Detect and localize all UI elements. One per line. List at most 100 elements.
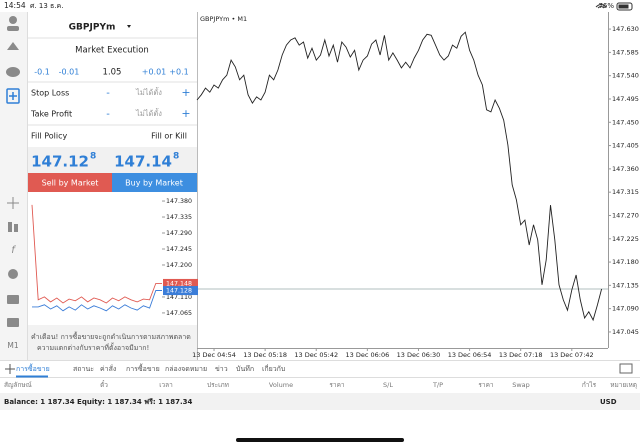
tab[interactable]: การซื้อขาย (16, 362, 50, 373)
volume-step[interactable]: +0.01 (142, 68, 167, 77)
tab[interactable]: ค่าสั่ง (100, 364, 116, 373)
crosshair-icon[interactable] (7, 197, 19, 209)
tab[interactable]: ข่าว (215, 365, 228, 373)
take-profit-label: Take Profit (30, 110, 72, 119)
stop-loss-value[interactable]: ไม่ได้ตั้ง (135, 87, 162, 97)
buy-button[interactable] (112, 173, 197, 192)
indicator-icon[interactable]: f (11, 245, 16, 256)
templates-icon[interactable] (7, 295, 19, 304)
tab[interactable]: การซื้อขาย (126, 362, 160, 373)
volume-step[interactable]: -0.1 (34, 68, 50, 77)
y-tick-label: 147.245 (166, 246, 192, 253)
column-header: ตั๋ว (100, 380, 108, 389)
symbol-dropdown[interactable] (127, 25, 131, 28)
column-header: ราคา (329, 381, 344, 389)
y-tick-label: 147.450 (612, 118, 639, 126)
take-profit-value[interactable]: ไม่ได้ตั้ง (135, 108, 162, 118)
x-tick-label: 13 Dec 06:54 (448, 351, 492, 359)
x-tick-label: 13 Dec 04:54 (192, 351, 236, 359)
price-label: 147.148 (166, 280, 192, 287)
buy-price-digit: 8 (173, 152, 179, 162)
sell-button-label[interactable]: Sell by Market (42, 179, 99, 188)
y-tick-label: 147.045 (612, 328, 639, 336)
candles-icon-b (14, 224, 18, 232)
y-tick-label: 147.540 (612, 72, 639, 80)
column-header: S/L (383, 381, 393, 389)
x-tick-label: 13 Dec 05:18 (243, 351, 287, 359)
y-tick-label: 147.090 (612, 305, 639, 313)
x-tick-label: 13 Dec 07:42 (550, 351, 594, 359)
y-tick-label: 147.065 (166, 310, 192, 317)
column-header: ราคา (478, 381, 493, 389)
price-series (31, 204, 162, 304)
tab[interactable]: เกี่ยวกับ (262, 364, 285, 373)
take-profit-plus[interactable]: + (181, 107, 190, 120)
stop-loss-plus[interactable]: + (181, 86, 190, 99)
warning-box (28, 325, 197, 360)
stop-loss-minus[interactable]: - (106, 88, 110, 99)
fill-policy-value[interactable]: Fill or Kill (151, 132, 187, 141)
tab[interactable]: บันทึก (236, 364, 254, 373)
battery-text: 76% (598, 2, 614, 10)
column-header: Volume (269, 381, 293, 389)
y-tick-label: 147.630 (612, 25, 639, 33)
y-tick-label: 147.270 (612, 211, 639, 219)
balance: Balance: 1 187.34 Equity: 1 187.34 ฟรี: … (4, 398, 193, 406)
quotes-icon-body (7, 26, 19, 31)
volume[interactable]: 1.05 (103, 68, 122, 78)
y-tick-label: 147.225 (612, 235, 639, 243)
column-header: หมายเหตุ (610, 381, 637, 389)
symbol[interactable]: GBPJPYm (69, 23, 116, 33)
column-header: Swap (512, 381, 530, 389)
y-tick-label: 147.495 (612, 95, 639, 103)
sell-button[interactable] (28, 173, 112, 192)
y-tick-label: 147.380 (166, 198, 192, 205)
column-header: เวลา (159, 381, 173, 389)
y-tick-label: 147.135 (612, 281, 639, 289)
take-profit-minus[interactable]: - (106, 109, 110, 120)
execution[interactable]: Market Execution (75, 46, 149, 56)
chat-icon[interactable] (6, 67, 20, 77)
y-tick-label: 147.200 (166, 262, 192, 269)
y-tick-label: 147.405 (612, 142, 639, 150)
wifi-icon (595, 4, 607, 9)
volume-step[interactable]: +0.1 (169, 68, 188, 77)
y-tick-label: 147.180 (612, 258, 639, 266)
x-tick-label: 13 Dec 05:42 (294, 351, 338, 359)
sell-price: 147.12 (31, 153, 89, 171)
price-series (32, 290, 162, 312)
expand-icon[interactable] (619, 363, 633, 374)
new-order-plus (9, 92, 17, 100)
candles-icon[interactable] (8, 222, 12, 232)
tab[interactable]: สถานะ (73, 365, 94, 373)
column-header: ประเภท (207, 381, 229, 389)
volume-step[interactable]: -0.01 (59, 68, 80, 77)
y-tick-label: 147.335 (166, 214, 192, 221)
new-order-icon[interactable] (6, 88, 20, 104)
tab[interactable]: กล่องจดหมาย (165, 365, 207, 373)
x-tick-label: 13 Dec 07:18 (499, 351, 543, 359)
layout-icon[interactable] (7, 318, 19, 327)
price-label-box (163, 278, 198, 288)
chart-title: GBPJPYm • M1 (200, 15, 247, 23)
toolbar (0, 12, 27, 360)
buy-price: 147.14 (114, 153, 172, 171)
sell-price-digit: 8 (90, 152, 96, 162)
y-tick-label: 147.290 (166, 230, 192, 237)
balance-row (0, 393, 640, 410)
timeframe[interactable]: M1 (7, 341, 18, 350)
objects-icon[interactable] (8, 269, 18, 279)
price-label: 147.128 (166, 288, 192, 295)
buy-button-label[interactable]: Buy by Market (125, 179, 183, 188)
battery-icon (616, 2, 633, 11)
trade-icon[interactable] (7, 42, 19, 50)
add-button[interactable] (5, 364, 15, 374)
y-tick-label: 147.315 (612, 188, 639, 196)
quotes-icon[interactable] (9, 16, 17, 24)
price-box (28, 147, 197, 173)
price-label-box (163, 286, 198, 296)
stop-loss-label: Stop Loss (31, 89, 69, 98)
warning-text: คำเตือน! การซื้อขายจะถูกดำเนินการตามสภาพ… (31, 330, 191, 341)
column-header: สัญลักษณ์ (4, 381, 32, 389)
